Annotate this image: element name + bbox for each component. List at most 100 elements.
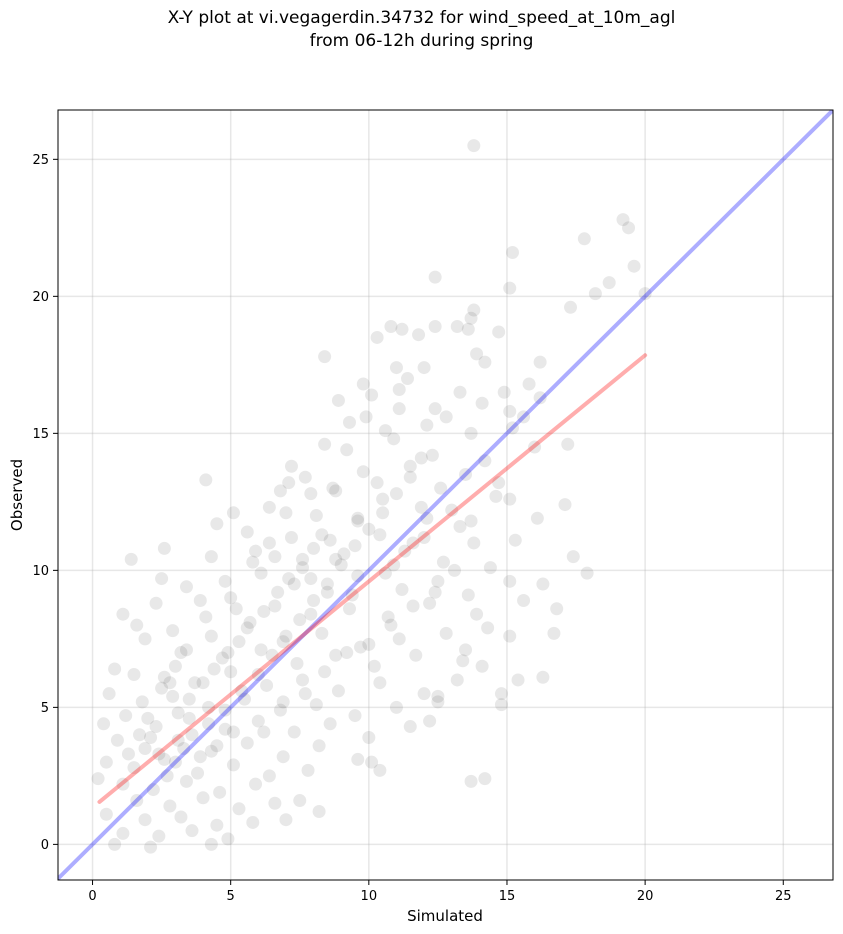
scatter-point (431, 574, 445, 588)
scatter-point (193, 750, 207, 764)
scatter-point (204, 744, 218, 758)
scatter-point (218, 703, 232, 717)
scatter-point (511, 673, 525, 687)
scatter-point (389, 700, 403, 714)
scatter-point (262, 769, 276, 783)
scatter-point (246, 555, 260, 569)
scatter-point (381, 610, 395, 624)
x-tick-label: 5 (227, 889, 235, 904)
scatter-point (182, 692, 196, 706)
scatter-point (155, 572, 169, 586)
scatter-point (157, 541, 171, 555)
scatter-point (133, 728, 147, 742)
scatter-point (475, 396, 489, 410)
scatter-point (638, 287, 652, 301)
scatter-point (224, 591, 238, 605)
scatter-point (367, 659, 381, 673)
scatter-point (459, 467, 473, 481)
scatter-point (362, 637, 376, 651)
x-tick-label: 0 (88, 889, 96, 904)
scatter-point (124, 552, 138, 566)
scatter-point (318, 350, 332, 364)
scatter-point (536, 577, 550, 591)
scatter-point (342, 415, 356, 429)
scatter-point (417, 361, 431, 375)
scatter-point (564, 300, 578, 314)
scatter-point (265, 648, 279, 662)
scatter-point (439, 626, 453, 640)
scatter-point (229, 602, 243, 616)
scatter-point (478, 355, 492, 369)
scatter-point (138, 813, 152, 827)
scatter-point (387, 432, 401, 446)
scatter-point (447, 563, 461, 577)
scatter-point (329, 484, 343, 498)
scatter-point (492, 325, 506, 339)
scatter-point (174, 646, 188, 660)
y-tick-label: 10 (32, 564, 49, 579)
scatter-point (166, 689, 180, 703)
scatter-point (174, 810, 188, 824)
scatter-point (602, 276, 616, 290)
scatter-point (431, 689, 445, 703)
scatter-point (152, 747, 166, 761)
scatter-point (97, 717, 111, 731)
scatter-point (342, 602, 356, 616)
scatter-point (580, 566, 594, 580)
scatter-point (395, 322, 409, 336)
regression-line (97, 353, 648, 804)
scatter-point (279, 813, 293, 827)
scatter-point (387, 558, 401, 572)
scatter-point (254, 643, 268, 657)
scatter-point (144, 731, 158, 745)
scatter-point (522, 377, 536, 391)
scatter-point (152, 829, 166, 843)
scatter-point (376, 506, 390, 520)
scatter-point (348, 539, 362, 553)
scatter-point (240, 621, 254, 635)
scatter-point (329, 552, 343, 566)
axis-ticks: 0 5 10 15 20 25 0 5 10 15 20 25 (32, 153, 791, 904)
scatter-point (157, 752, 171, 766)
scatter-point (249, 544, 263, 558)
scatter-point (365, 388, 379, 402)
scatter-point (273, 703, 287, 717)
scatter-point (116, 826, 130, 840)
y-tick-label: 20 (32, 290, 49, 305)
scatter-point (459, 643, 473, 657)
scatter-point (191, 766, 205, 780)
x-tick-label: 10 (361, 889, 378, 904)
scatter-point (179, 580, 193, 594)
scatter-point (384, 618, 398, 632)
scatter-point (547, 626, 561, 640)
scatter-point (257, 604, 271, 618)
scatter-point (478, 454, 492, 468)
scatter-point (260, 678, 274, 692)
plot-frame (57, 109, 834, 881)
x-axis-label: Simulated (407, 907, 483, 925)
scatter-point (210, 818, 224, 832)
scatter-point (351, 569, 365, 583)
scatter-point (226, 506, 240, 520)
scatter-point (384, 319, 398, 333)
scatter-point (199, 610, 213, 624)
scatter-point (127, 667, 141, 681)
scatter-point (497, 385, 511, 399)
scatter-point (389, 487, 403, 501)
scatter-point (127, 761, 141, 775)
scatter-point (279, 506, 293, 520)
scatter-point (254, 566, 268, 580)
scatter-point (351, 752, 365, 766)
scatter-point (403, 459, 417, 473)
scatter-point (282, 476, 296, 490)
scatter-point (428, 402, 442, 416)
scatter-point (533, 355, 547, 369)
scatter-point (414, 451, 428, 465)
scatter-point (365, 755, 379, 769)
scatter-point (282, 572, 296, 586)
scatter-point (406, 599, 420, 613)
scatter-point (135, 695, 149, 709)
scatter-point (204, 629, 218, 643)
scatter-point (450, 319, 464, 333)
